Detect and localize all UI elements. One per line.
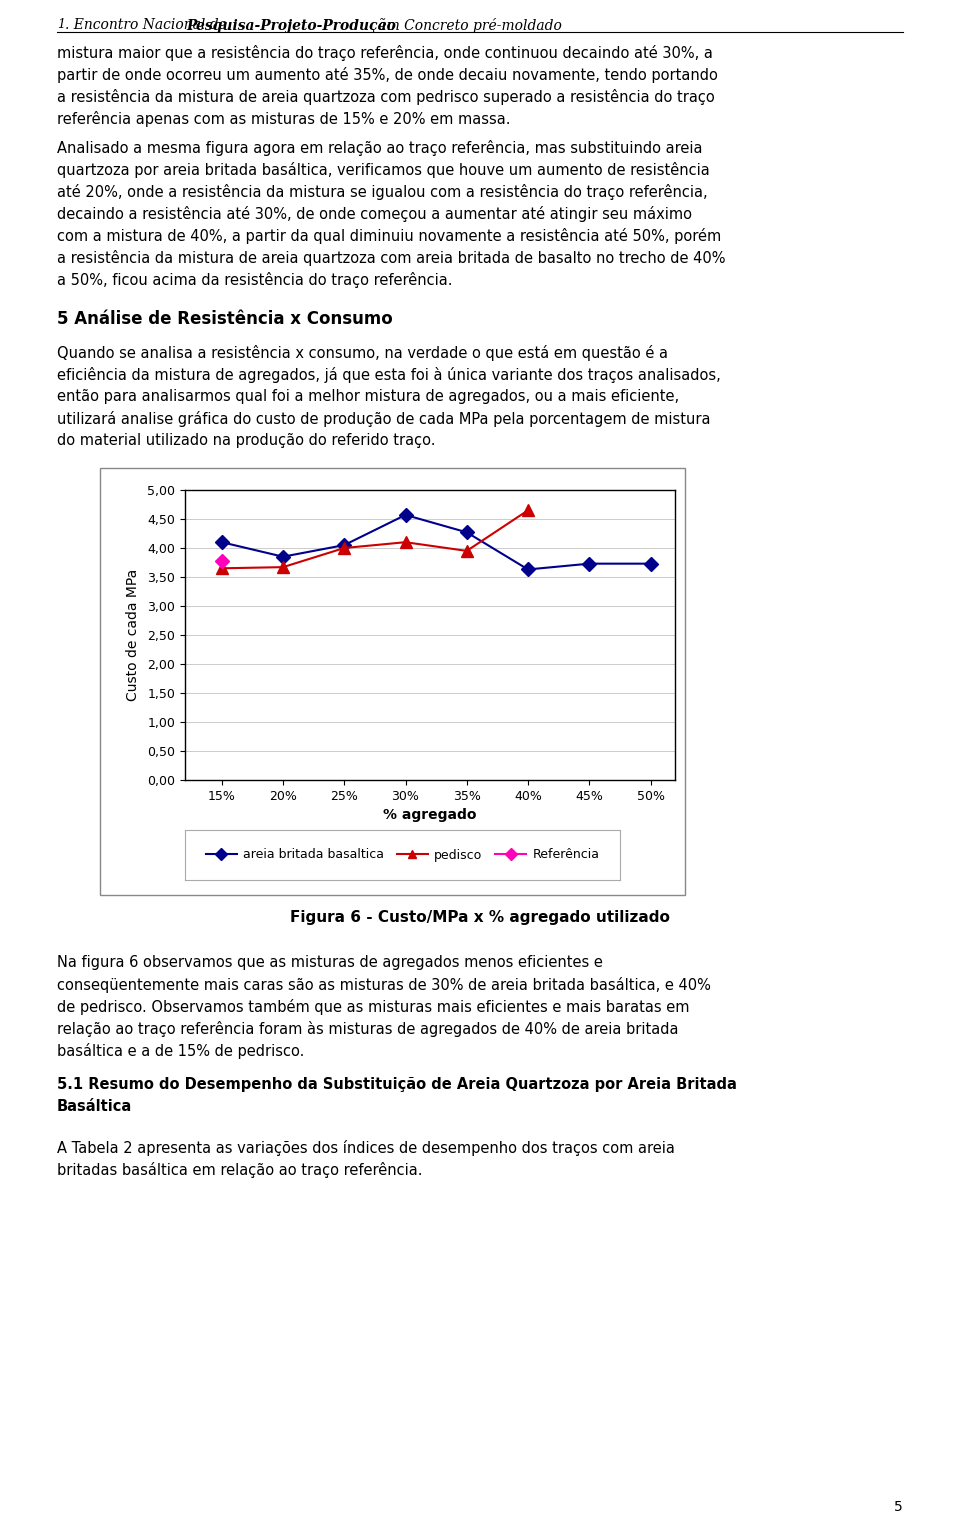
- Text: quartzoza por areia britada basáltica, verificamos que houve um aumento de resis: quartzoza por areia britada basáltica, v…: [57, 162, 709, 178]
- Legend: areia britada basaltica, pedisco, Referência: areia britada basaltica, pedisco, Referê…: [201, 843, 605, 867]
- Text: partir de onde ocorreu um aumento até 35%, de onde decaiu novamente, tendo porta: partir de onde ocorreu um aumento até 35…: [57, 67, 718, 82]
- Text: % agregado: % agregado: [383, 808, 477, 821]
- Text: a resistência da mistura de areia quartzoza com areia britada de basalto no trec: a resistência da mistura de areia quartz…: [57, 250, 726, 267]
- Text: relação ao traço referência foram às misturas de agregados de 40% de areia brita: relação ao traço referência foram às mis…: [57, 1021, 679, 1036]
- Text: com a mistura de 40%, a partir da qual diminuiu novamente a resistência até 50%,: com a mistura de 40%, a partir da qual d…: [57, 229, 721, 244]
- Text: do material utilizado na produção do referido traço.: do material utilizado na produção do ref…: [57, 433, 436, 448]
- Text: Quando se analisa a resistência x consumo, na verdade o que está em questão é a: Quando se analisa a resistência x consum…: [57, 344, 668, 361]
- Text: utilizará analise gráfica do custo de produção de cada MPa pela porcentagem de m: utilizará analise gráfica do custo de pr…: [57, 411, 710, 427]
- Text: mistura maior que a resistência do traço referência, onde continuou decaindo até: mistura maior que a resistência do traço…: [57, 46, 713, 61]
- Text: Na figura 6 observamos que as misturas de agregados menos eficientes e: Na figura 6 observamos que as misturas d…: [57, 956, 603, 969]
- Text: conseqüentemente mais caras são as misturas de 30% de areia britada basáltica, e: conseqüentemente mais caras são as mistu…: [57, 977, 710, 994]
- Text: de pedrisco. Observamos também que as misturas mais eficientes e mais baratas em: de pedrisco. Observamos também que as mi…: [57, 1000, 689, 1015]
- Text: britadas basáltica em relação ao traço referência.: britadas basáltica em relação ao traço r…: [57, 1161, 422, 1178]
- Text: Figura 6 - Custo/MPa x % agregado utilizado: Figura 6 - Custo/MPa x % agregado utiliz…: [290, 910, 670, 925]
- Text: referência apenas com as misturas de 15% e 20% em massa.: referência apenas com as misturas de 15%…: [57, 111, 511, 126]
- Text: 5 Análise de Resistência x Consumo: 5 Análise de Resistência x Consumo: [57, 309, 393, 328]
- Text: Analisado a mesma figura agora em relação ao traço referência, mas substituindo : Analisado a mesma figura agora em relaçã…: [57, 140, 703, 155]
- Text: basáltica e a de 15% de pedrisco.: basáltica e a de 15% de pedrisco.: [57, 1042, 304, 1059]
- Text: até 20%, onde a resistência da mistura se igualou com a resistência do traço ref: até 20%, onde a resistência da mistura s…: [57, 184, 708, 200]
- Text: 5.1 Resumo do Desempenho da Substituição de Areia Quartzoza por Areia Britada: 5.1 Resumo do Desempenho da Substituição…: [57, 1077, 737, 1093]
- Text: em Concreto pré-moldado: em Concreto pré-moldado: [373, 18, 562, 34]
- Text: a 50%, ficou acima da resistência do traço referência.: a 50%, ficou acima da resistência do tra…: [57, 271, 452, 288]
- Text: eficiência da mistura de agregados, já que esta foi à única variante dos traços : eficiência da mistura de agregados, já q…: [57, 367, 721, 383]
- Y-axis label: Custo de cada MPa: Custo de cada MPa: [127, 568, 140, 701]
- Text: Pesquisa-Projeto-Produção: Pesquisa-Projeto-Produção: [186, 18, 396, 34]
- Text: 5: 5: [895, 1500, 903, 1513]
- Text: A Tabela 2 apresenta as variações dos índices de desempenho dos traços com areia: A Tabela 2 apresenta as variações dos ín…: [57, 1140, 675, 1157]
- Text: decaindo a resistência até 30%, de onde começou a aumentar até atingir seu máxim: decaindo a resistência até 30%, de onde …: [57, 206, 692, 223]
- Text: Basáltica: Basáltica: [57, 1099, 132, 1114]
- Text: então para analisarmos qual foi a melhor mistura de agregados, ou a mais eficien: então para analisarmos qual foi a melhor…: [57, 389, 679, 404]
- Text: 1: 1: [57, 18, 65, 30]
- Text: a resistência da mistura de areia quartzoza com pedrisco superado a resistência : a resistência da mistura de areia quartz…: [57, 88, 715, 105]
- Text: . Encontro Nacional de: . Encontro Nacional de: [64, 18, 231, 32]
